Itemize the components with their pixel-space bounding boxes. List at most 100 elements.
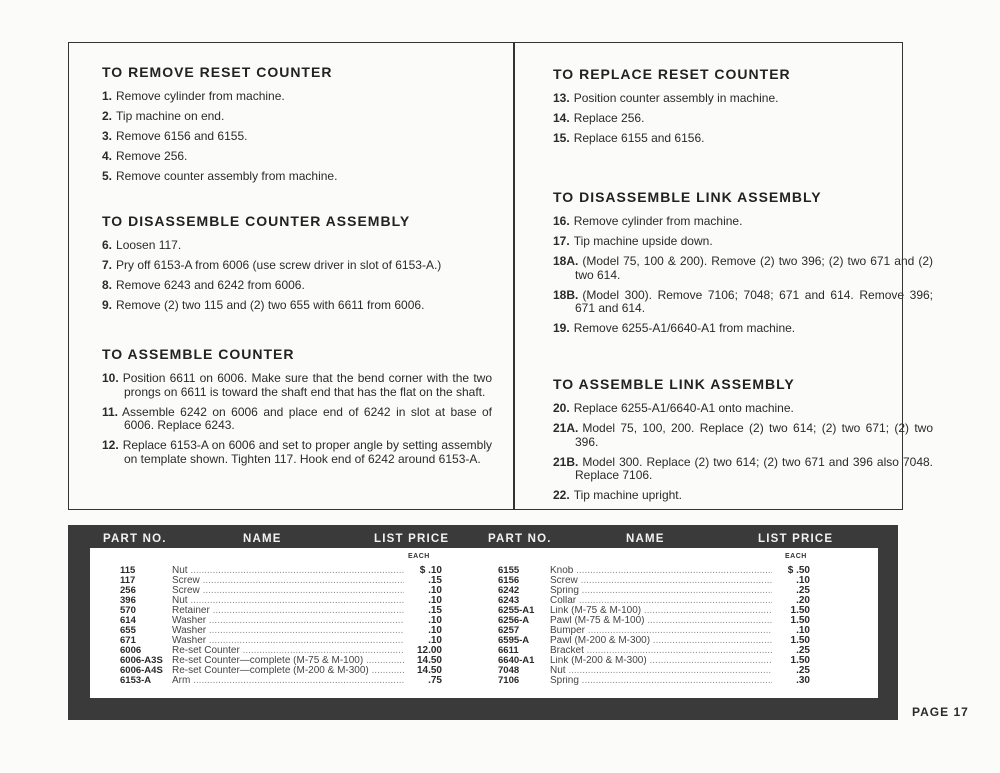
- part-row: 117 Screw .15: [120, 576, 442, 586]
- step-number: 9.: [102, 298, 113, 312]
- part-name: Washer: [172, 626, 404, 636]
- part-name: Nut: [550, 666, 772, 676]
- step-number: 11.: [102, 404, 119, 419]
- part-name: Screw: [550, 576, 772, 586]
- part-number: 6006-A3S: [120, 655, 163, 666]
- step-text: Pry off 6153-A from 6006 (use screw driv…: [116, 258, 442, 272]
- section-title: TO DISASSEMBLE COUNTER ASSEMBLY: [102, 213, 411, 229]
- part-name: Retainer: [172, 606, 404, 616]
- part-name: Spring: [550, 676, 772, 686]
- step-text: (Model 300). Remove 7106; 7048; 671 and …: [575, 287, 933, 315]
- part-name: Re-set Counter: [172, 646, 404, 656]
- part-row: 6242 Spring .25: [498, 586, 810, 596]
- step-number: 5.: [102, 169, 113, 183]
- page-number: PAGE 17: [912, 705, 969, 719]
- part-price: 14.50: [416, 655, 442, 666]
- step-number: 14.: [553, 111, 570, 125]
- step: 3. Remove 6156 and 6155.: [102, 129, 492, 144]
- part-number: 6242: [498, 585, 520, 596]
- part-name: Washer: [172, 636, 404, 646]
- step: 14. Replace 256.: [553, 111, 933, 126]
- step-number: 15.: [553, 131, 570, 145]
- step-text: Tip machine upright.: [573, 488, 682, 502]
- step: 1. Remove cylinder from machine.: [102, 89, 492, 104]
- part-row: 6156 Screw .10: [498, 576, 810, 586]
- parts-table: EACH EACH 115 Nut $ .10 117 Screw .15 256 Screw…: [90, 548, 878, 698]
- step-text: Replace 256.: [573, 111, 645, 125]
- part-name: Re-set Counter—complete (M-75 & M-100): [172, 656, 404, 666]
- part-row: 6243 Collar .20: [498, 596, 810, 606]
- part-name: Screw: [172, 586, 404, 596]
- part-number: 7106: [498, 675, 520, 686]
- part-number: 6640-A1: [498, 655, 535, 666]
- each-label-2: EACH: [785, 553, 807, 560]
- instruction-section: TO DISASSEMBLE COUNTER ASSEMBLY 6. Loosen …: [102, 213, 492, 319]
- instruction-section: TO ASSEMBLE LINK ASSEMBLY 20. Replace 6255…: [553, 376, 933, 509]
- header-list-price: LIST PRICE: [374, 533, 450, 545]
- header-name: NAME: [243, 533, 282, 545]
- step: 18B. (Model 300). Remove 7106; 7048; 671 …: [553, 287, 933, 316]
- part-price: .25: [796, 585, 810, 596]
- part-name: Bracket: [550, 646, 772, 656]
- step-text: Tip machine on end.: [116, 109, 225, 123]
- each-label: EACH: [408, 553, 430, 560]
- part-price: .20: [796, 595, 810, 606]
- step: 20. Replace 6255-A1/6640-A1 onto machine.: [553, 401, 933, 416]
- part-price: .25: [796, 665, 810, 676]
- part-number: 6156: [498, 575, 520, 586]
- part-price: 12.00: [416, 645, 442, 656]
- part-number: 6006-A4S: [120, 665, 163, 676]
- step-number: 7.: [102, 258, 113, 272]
- part-price: .15: [428, 575, 442, 586]
- step-number: 4.: [102, 149, 113, 163]
- part-price: .10: [796, 625, 810, 636]
- part-price: 1.50: [790, 615, 810, 626]
- part-row: 7106 Spring .30: [498, 676, 810, 686]
- instructions-frame: [68, 42, 903, 510]
- part-number: 6257: [498, 625, 520, 636]
- part-number: 6595-A: [498, 635, 530, 646]
- part-number: 655: [120, 625, 136, 636]
- part-row: 570 Retainer .15: [120, 606, 442, 616]
- step-text: Remove cylinder from machine.: [116, 89, 285, 103]
- part-price: .10: [428, 585, 442, 596]
- header-part-no: PART NO.: [103, 533, 167, 545]
- step-text: Remove counter assembly from machine.: [116, 169, 338, 183]
- part-row: 6256-A Pawl (M-75 & M-100) 1.50: [498, 616, 810, 626]
- step-text: Remove 6156 and 6155.: [116, 129, 248, 143]
- part-name: Nut: [172, 566, 404, 576]
- part-name: Pawl (M-200 & M-300): [550, 636, 772, 646]
- part-row: 614 Washer .10: [120, 616, 442, 626]
- part-price: $ .50: [787, 565, 810, 576]
- step: 4. Remove 256.: [102, 149, 492, 164]
- instruction-section: TO ASSEMBLE COUNTER 10. Position 6611 on 6…: [102, 346, 492, 473]
- part-name: Bumper: [550, 626, 772, 636]
- part-row: 6257 Bumper .10: [498, 626, 810, 636]
- part-price: .25: [796, 645, 810, 656]
- step-number: 12.: [102, 438, 119, 452]
- part-price: .15: [428, 605, 442, 616]
- part-number: 614: [120, 615, 136, 626]
- part-price: .10: [428, 595, 442, 606]
- step-text: Remove 6255-A1/6640-A1 from machine.: [573, 321, 796, 335]
- part-row: 655 Washer .10: [120, 626, 442, 636]
- part-name: Washer: [172, 616, 404, 626]
- step-text: (Model 75, 100 & 200). Remove (2) two 39…: [575, 254, 933, 282]
- step: 11. Assemble 6242 on 6006 and place end o…: [102, 404, 492, 433]
- step-text: Loosen 117.: [116, 238, 182, 252]
- part-row: 115 Nut $ .10: [120, 566, 442, 576]
- step: 17. Tip machine upside down.: [553, 234, 933, 249]
- instruction-section: TO REMOVE RESET COUNTER 1. Remove cylinder…: [102, 64, 492, 190]
- step-text: Replace 6155 and 6156.: [573, 131, 705, 145]
- step-number: 17.: [553, 234, 570, 248]
- step-number: 2.: [102, 109, 113, 123]
- step-number: 13.: [553, 91, 570, 105]
- step-number: 19.: [553, 321, 570, 335]
- section-title: TO REMOVE RESET COUNTER: [102, 64, 333, 80]
- step-number: 10.: [102, 371, 119, 385]
- step-text: Remove 6243 and 6242 from 6006.: [116, 278, 305, 292]
- header-name-2: NAME: [626, 533, 665, 545]
- part-price: 1.50: [790, 635, 810, 646]
- part-row: 7048 Nut .25: [498, 666, 810, 676]
